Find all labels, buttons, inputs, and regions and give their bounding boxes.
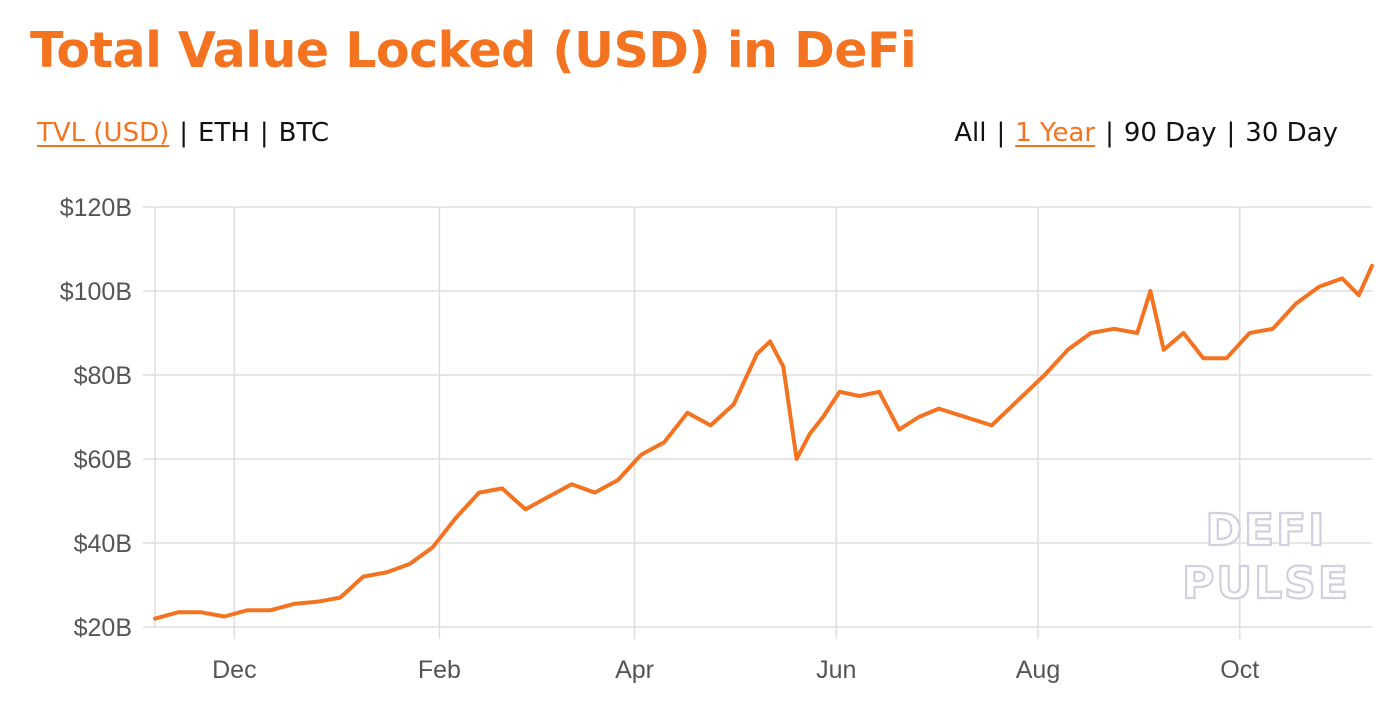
tvl-series-line <box>153 263 1374 621</box>
separator: | <box>259 118 269 148</box>
separator: | <box>996 118 1006 148</box>
separator: | <box>1105 118 1114 148</box>
metric-toggle: TVL (USD) | ETH | BTC <box>37 118 329 148</box>
series-layer <box>153 263 1374 621</box>
y-tick-label: $100B <box>60 278 132 306</box>
toggle-btc[interactable]: BTC <box>278 118 330 148</box>
grid-layer <box>143 206 1372 639</box>
x-tick-label: Jun <box>816 656 856 684</box>
range-all[interactable]: All <box>954 118 987 148</box>
toggle-tvl-usd[interactable]: TVL (USD) <box>37 118 170 148</box>
defi-pulse-watermark: DEFI PULSE <box>1181 504 1350 610</box>
x-tick-label: Apr <box>615 656 654 684</box>
watermark-line-1: DEFI <box>1205 505 1326 556</box>
x-tick-label: Oct <box>1220 656 1259 684</box>
range-90-day[interactable]: 90 Day <box>1123 118 1217 148</box>
y-tick-label: $120B <box>60 194 132 222</box>
separator: | <box>179 118 189 148</box>
range-30-day[interactable]: 30 Day <box>1245 118 1338 148</box>
page-title: Total Value Locked (USD) in DeFi <box>30 22 917 79</box>
y-tick-label: $40B <box>74 530 132 558</box>
y-tick-label: $80B <box>74 362 132 390</box>
watermark-line-2: PULSE <box>1182 558 1350 609</box>
axis-layer: $20B $40B $60B $80B $100B $120B Dec Feb Apr Jun Au… <box>60 194 1260 684</box>
y-tick-label: $60B <box>74 446 132 474</box>
y-tick-label: $20B <box>74 614 132 642</box>
x-tick-label: Aug <box>1016 656 1060 684</box>
separator: | <box>1226 118 1236 148</box>
x-tick-label: Dec <box>212 656 256 684</box>
range-toggle: All | 1 Year | 90 Day | 30 Day <box>954 118 1338 148</box>
x-tick-label: Feb <box>418 656 461 684</box>
range-1-year[interactable]: 1 Year <box>1015 118 1096 148</box>
toggle-eth[interactable]: ETH <box>198 118 250 148</box>
